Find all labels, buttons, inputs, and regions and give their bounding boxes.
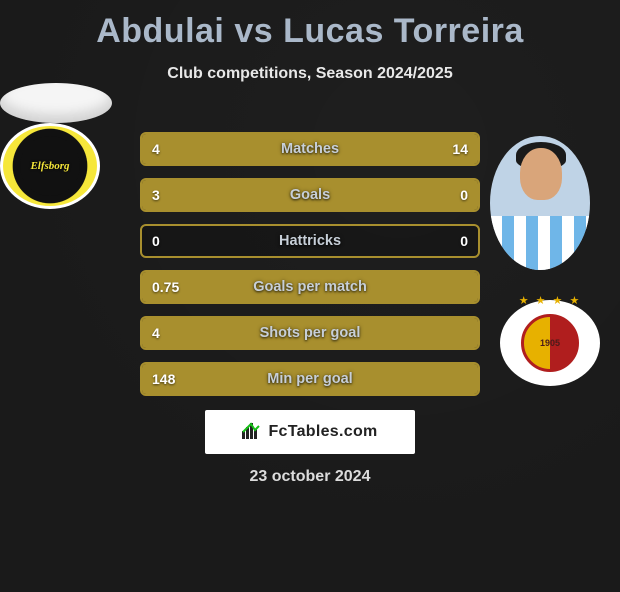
stat-row: 30Goals bbox=[140, 178, 480, 212]
brand-mark-icon bbox=[242, 421, 262, 444]
player-left-avatar bbox=[0, 83, 112, 123]
stats-chart: 414Matches 30Goals 00Hattricks 0.75Goals pe… bbox=[140, 132, 480, 408]
player-jersey-icon bbox=[490, 216, 590, 270]
stat-row: 0.75Goals per match bbox=[140, 270, 480, 304]
stat-row: 148Min per goal bbox=[140, 362, 480, 396]
club-right-badge-inner: 1905 bbox=[521, 314, 579, 372]
club-right-badge: ★ ★ ★ ★ 1905 bbox=[500, 300, 600, 386]
stat-row: 00Hattricks bbox=[140, 224, 480, 258]
club-right-stars-icon: ★ ★ ★ ★ bbox=[500, 294, 600, 307]
stat-label: Goals bbox=[140, 178, 480, 212]
player-head-icon bbox=[520, 148, 562, 200]
stat-label: Matches bbox=[140, 132, 480, 166]
page-title: Abdulai vs Lucas Torreira bbox=[0, 12, 620, 51]
stat-row: 414Matches bbox=[140, 132, 480, 166]
stat-row: 4Shots per goal bbox=[140, 316, 480, 350]
stat-label: Hattricks bbox=[140, 224, 480, 258]
player-right-avatar bbox=[490, 136, 590, 270]
stat-label: Shots per goal bbox=[140, 316, 480, 350]
brand-badge: FcTables.com bbox=[205, 410, 415, 454]
subtitle: Club competitions, Season 2024/2025 bbox=[0, 65, 620, 83]
stat-label: Goals per match bbox=[140, 270, 480, 304]
stat-label: Min per goal bbox=[140, 362, 480, 396]
brand-text: FcTables.com bbox=[268, 423, 377, 441]
date-line: 23 october 2024 bbox=[0, 468, 620, 486]
club-left-badge: Elfsborg bbox=[0, 123, 100, 209]
club-left-badge-label: Elfsborg bbox=[20, 136, 80, 196]
